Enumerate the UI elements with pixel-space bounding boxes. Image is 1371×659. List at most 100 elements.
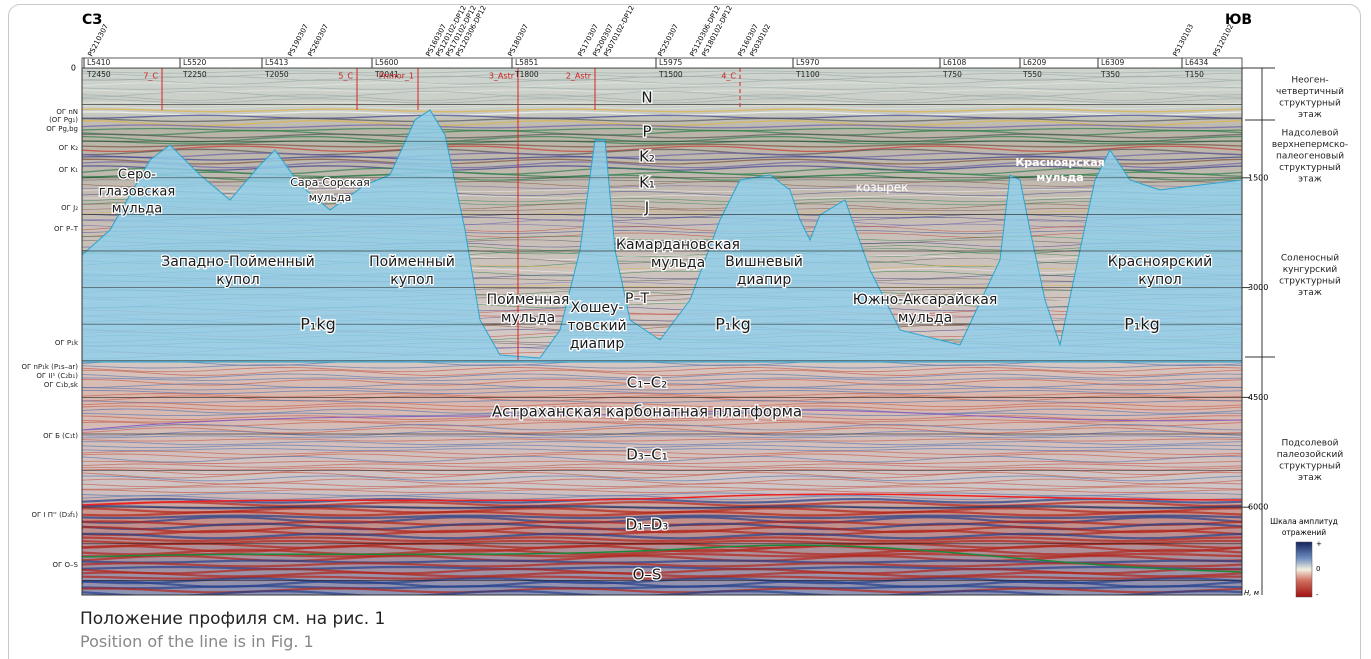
reflector: [82, 158, 1242, 165]
line-label: L5600: [375, 58, 398, 67]
reflector: [82, 438, 1242, 442]
stage-label: структурный: [1279, 163, 1341, 173]
caption-ru: Положение профиля см. на рис. 1: [80, 609, 386, 629]
unit-label: мульда: [651, 255, 705, 271]
depth-tick-label: 6000: [1248, 503, 1268, 512]
unit-label: диапир: [737, 272, 792, 288]
well-label: PS120102: [1211, 23, 1235, 58]
reflector: [82, 475, 1242, 482]
scale-title: отражений: [1282, 528, 1326, 537]
stage-label: Подсолевой: [1282, 439, 1339, 449]
reflector: [82, 471, 1242, 479]
horizon-label: ОГ K₂: [59, 144, 79, 152]
reflector: [82, 575, 1242, 580]
reflector: [82, 460, 1242, 465]
stage-label: этаж: [1298, 288, 1322, 298]
marker-label: 2_Astr: [566, 72, 592, 81]
reflector: [82, 145, 1242, 153]
reflector: [82, 489, 1242, 494]
line-strip: [81, 57, 1243, 69]
unit-label: P₁kg: [715, 315, 750, 334]
line-label: T2050: [264, 70, 289, 79]
stage-label: структурный: [1279, 277, 1341, 287]
reflector: [82, 478, 1242, 485]
depth-unit: Н, м: [1244, 589, 1260, 597]
unit-label: Сара-Сорская: [290, 176, 370, 189]
unit-label: D₁–D₃: [626, 516, 669, 534]
unit-label: Западно-Пойменный: [161, 254, 315, 270]
reflector: [82, 441, 1242, 446]
unit-label: мульда: [309, 191, 352, 204]
unit-label: Пойменная: [487, 292, 570, 308]
reflector: [82, 364, 1242, 369]
unit-label: мульда: [898, 310, 952, 326]
reflector: [82, 143, 1242, 148]
horizon-label: ОГ P–T: [54, 225, 79, 233]
unit-label: P: [642, 123, 651, 141]
well-label: PS210307: [86, 23, 110, 58]
reflector: [82, 373, 1242, 379]
horizon-label: ОГ K₁: [59, 166, 79, 174]
reflector: [82, 379, 1242, 386]
unit-label: O–S: [633, 566, 662, 584]
reflector: [82, 395, 1242, 402]
line-label: T1100: [795, 70, 820, 79]
reflector: [82, 105, 1242, 110]
unit-label: козырек: [856, 181, 909, 195]
reflector: [82, 495, 1242, 500]
reflector: [82, 415, 1242, 420]
line-label: T150: [1184, 70, 1204, 79]
direction-se: ЮВ: [1225, 12, 1252, 28]
reflector: [82, 504, 1242, 510]
scale-label: -: [1316, 591, 1319, 599]
reflector: [82, 75, 1242, 82]
unit-label: мульда: [112, 202, 162, 217]
line-label: L6209: [1023, 58, 1046, 67]
unit-label: товский: [567, 318, 626, 334]
unit-label: Южно-Аксарайская: [853, 292, 998, 308]
seismic-texture: [82, 70, 1242, 595]
unit-label: Камардановская: [616, 237, 740, 253]
unit-label: C₁–C₂: [627, 374, 667, 392]
reflector: [82, 486, 1242, 490]
caption-en: Position of the line is in Fig. 1: [80, 632, 314, 651]
reflector: [82, 390, 1242, 394]
reflector: [82, 430, 1242, 437]
stage-label: этаж: [1298, 175, 1322, 185]
stage-label: Неоген-: [1291, 76, 1328, 86]
line-label: T2250: [182, 70, 207, 79]
well-lines: [161, 68, 741, 360]
horizon-label: ОГ C₁b,sk: [44, 381, 79, 389]
reflector: [82, 369, 1242, 376]
marker-label: Primor_1: [379, 72, 414, 81]
reflector: [82, 577, 1242, 585]
unit-label: D₃–C₁: [626, 446, 668, 464]
reflector: [82, 124, 1242, 129]
line-label: L6434: [1185, 58, 1208, 67]
reflector: [82, 377, 1242, 381]
horizon-label: (ОГ Pg₁): [49, 116, 78, 124]
reflector: [82, 492, 1242, 497]
well-label: PS250307: [656, 23, 680, 58]
line-label: L5520: [183, 58, 206, 67]
reflector: [82, 135, 1242, 143]
reflector: [82, 467, 1242, 471]
horizon-label: ОГ P₁k: [55, 339, 79, 347]
reflector: [82, 78, 1242, 85]
reflector: [82, 532, 1242, 540]
depth-tick-label: 4500: [1248, 393, 1268, 402]
line-label: L5413: [265, 58, 288, 67]
depth-tick-label: 1500: [1248, 173, 1268, 182]
reflector: [82, 393, 1242, 398]
unit-label: Пойменный: [369, 254, 455, 270]
direction-nw: СЗ: [82, 12, 102, 28]
well-label: PS260307: [306, 23, 330, 58]
frame: [8, 4, 1361, 659]
reflector: [82, 450, 1242, 455]
line-label: T350: [1100, 70, 1120, 79]
unit-label: мульда: [1036, 171, 1083, 184]
amplitude-bar: [1295, 541, 1313, 598]
reflector: [82, 515, 1242, 525]
reflector: [82, 108, 1242, 113]
